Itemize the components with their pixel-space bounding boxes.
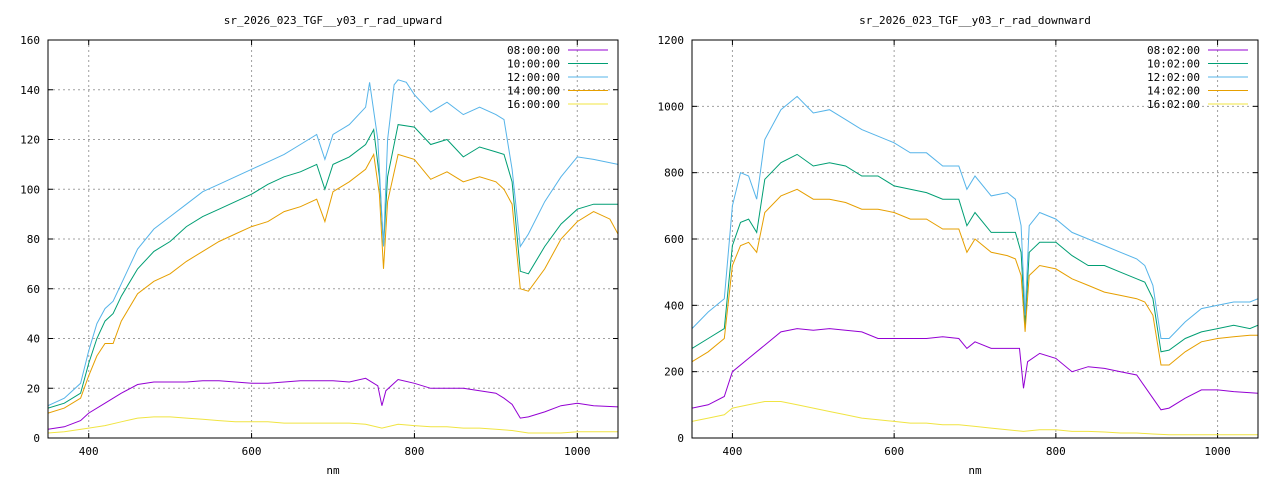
series-line-12-00-00 — [48, 79, 618, 407]
x-tick-label: 400 — [79, 445, 99, 458]
legend-label: 12:00:00 — [507, 71, 560, 84]
series-line-16-00-00 — [48, 416, 618, 434]
y-tick-label: 600 — [664, 233, 684, 246]
legend-label: 16:02:00 — [1147, 98, 1200, 111]
y-tick-label: 40 — [27, 333, 40, 346]
y-tick-label: 0 — [677, 432, 684, 445]
x-tick-label: 400 — [722, 445, 742, 458]
y-tick-label: 200 — [664, 366, 684, 379]
y-tick-label: 160 — [20, 34, 40, 47]
y-tick-label: 120 — [20, 134, 40, 147]
y-tick-label: 80 — [27, 233, 40, 246]
legend-label: 08:02:00 — [1147, 44, 1200, 57]
y-tick-label: 60 — [27, 283, 40, 296]
chart-title: sr_2026_023_TGF__y03_r_rad_upward — [224, 14, 443, 27]
x-tick-label: 800 — [1046, 445, 1066, 458]
legend-label: 08:00:00 — [507, 44, 560, 57]
legend-label: 10:02:00 — [1147, 58, 1200, 71]
x-tick-label: 600 — [242, 445, 262, 458]
y-tick-label: 100 — [20, 183, 40, 196]
legend-label: 16:00:00 — [507, 98, 560, 111]
y-tick-label: 20 — [27, 382, 40, 395]
chart-title: sr_2026_023_TGF__y03_r_rad_downward — [859, 14, 1091, 27]
series-line-14-02-00 — [692, 188, 1258, 366]
y-tick-label: 1000 — [658, 100, 685, 113]
y-tick-label: 140 — [20, 84, 40, 97]
y-tick-label: 0 — [33, 432, 40, 445]
x-tick-label: 1000 — [564, 445, 591, 458]
series-line-14-00-00 — [48, 152, 618, 414]
y-tick-label: 400 — [664, 299, 684, 312]
series-line-08-00-00 — [48, 377, 618, 430]
series-line-10-00-00 — [48, 124, 618, 409]
legend-label: 14:00:00 — [507, 85, 560, 98]
series-line-16-02-00 — [692, 401, 1258, 436]
legend-label: 10:00:00 — [507, 58, 560, 71]
legend-label: 14:02:00 — [1147, 85, 1200, 98]
x-tick-label: 1000 — [1204, 445, 1231, 458]
series-line-12-02-00 — [692, 95, 1258, 339]
x-axis-label: nm — [326, 464, 340, 477]
series-group — [692, 95, 1258, 436]
series-line-08-02-00 — [692, 328, 1258, 411]
y-tick-label: 800 — [664, 167, 684, 180]
x-axis-label: nm — [968, 464, 982, 477]
chart-upward: sr_2026_023_TGF__y03_r_rad_upward 0 20 40 60… — [20, 14, 619, 477]
x-tick-label: 600 — [884, 445, 904, 458]
x-tick-label: 800 — [404, 445, 424, 458]
plot-frame — [691, 39, 1259, 439]
series-line-10-02-00 — [692, 153, 1258, 353]
chart-downward: sr_2026_023_TGF__y03_r_rad_downward 0 200 4… — [658, 14, 1259, 477]
plot-frame — [47, 39, 619, 439]
series-group — [48, 79, 618, 434]
legend-label: 12:02:00 — [1147, 71, 1200, 84]
y-tick-label: 1200 — [658, 34, 685, 47]
